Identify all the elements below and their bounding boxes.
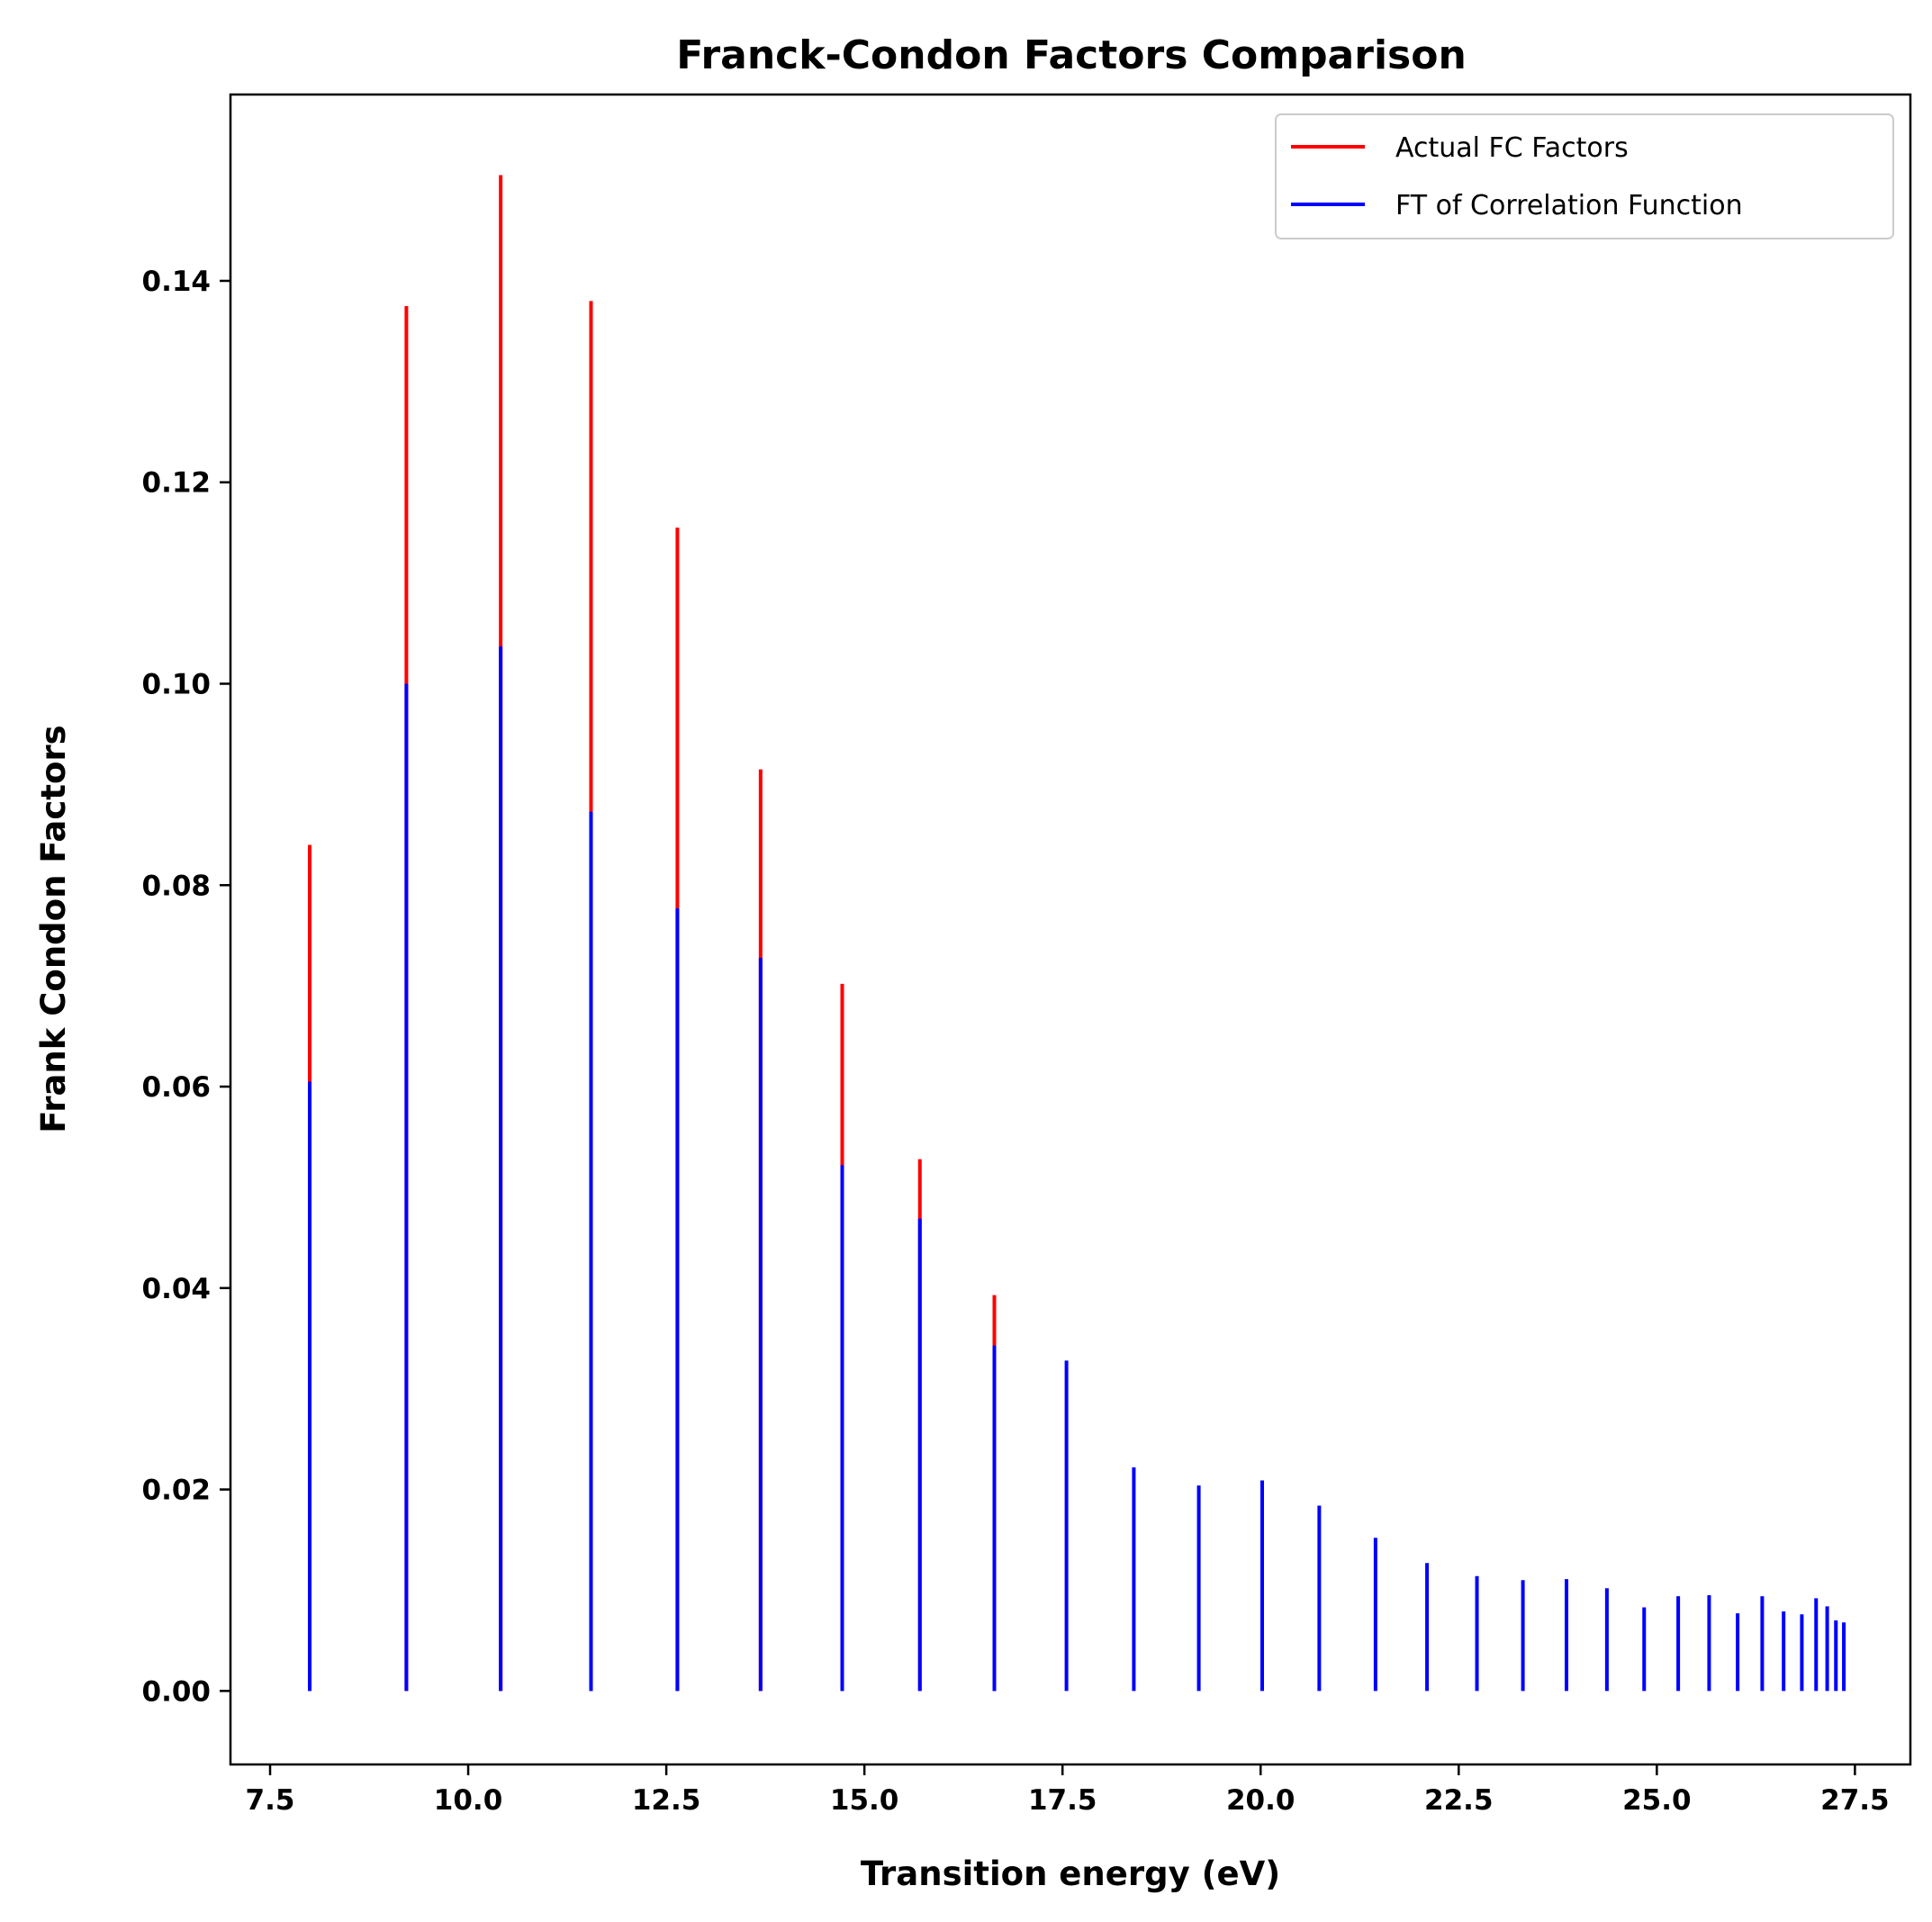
legend-label-actual: Actual FC Factors (1395, 132, 1629, 164)
y-tick-label: 0.12 (142, 467, 212, 500)
legend-box (1275, 113, 1894, 239)
y-axis-ticks: 0.00 0.02 0.04 0.06 0.08 0.10 0.12 0.14 (142, 266, 230, 1708)
x-tick-label: 20.0 (1226, 1784, 1296, 1817)
x-tick-label: 12.5 (632, 1784, 701, 1817)
x-axis-label: Transition energy (eV) (861, 1854, 1280, 1893)
legend-label-ft: FT of Correlation Function (1395, 190, 1743, 221)
y-tick-label: 0.02 (142, 1475, 212, 1507)
chart-title: Franck-Condon Factors Comparison (676, 32, 1467, 78)
y-tick-label: 0.14 (142, 266, 212, 298)
plot-frame (229, 93, 1912, 1766)
x-tick-label: 7.5 (246, 1784, 295, 1817)
y-tick-label: 0.08 (142, 870, 212, 902)
x-tick-label: 15.0 (830, 1784, 899, 1817)
x-tick-label: 25.0 (1622, 1784, 1692, 1817)
plot-marks (308, 175, 1846, 1692)
legend: Actual FC Factors FT of Correlation Func… (1275, 113, 1894, 239)
x-tick-label: 27.5 (1820, 1784, 1890, 1817)
y-axis-label: Frank Condon Factors (34, 725, 73, 1132)
x-tick-label: 10.0 (434, 1784, 503, 1817)
y-tick-label: 0.00 (142, 1675, 212, 1708)
x-tick-label: 22.5 (1424, 1784, 1494, 1817)
y-tick-label: 0.10 (142, 669, 212, 701)
y-tick-label: 0.04 (142, 1273, 212, 1305)
x-tick-label: 17.5 (1028, 1784, 1097, 1817)
y-tick-label: 0.06 (142, 1071, 212, 1104)
x-axis-ticks: 7.5 10.0 12.5 15.0 17.5 20.0 22.5 25.0 27.5 (246, 1764, 1890, 1817)
